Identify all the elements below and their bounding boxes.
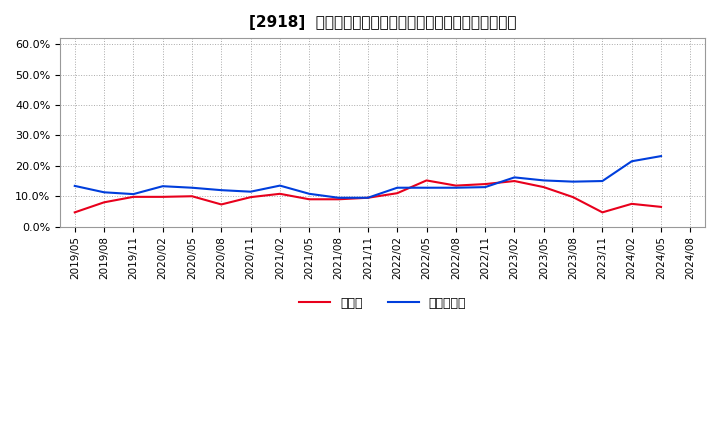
現預金	[569, 194, 577, 200]
有利子負債	[569, 179, 577, 184]
有利子負債	[217, 187, 225, 193]
現預金	[657, 204, 665, 209]
現預金	[334, 197, 343, 202]
現預金	[481, 181, 490, 187]
現預金	[451, 183, 460, 188]
現預金	[539, 184, 548, 190]
有利子負債	[334, 195, 343, 200]
現預金	[100, 200, 109, 205]
現預金	[627, 201, 636, 206]
Line: 現預金: 現預金	[75, 180, 661, 213]
現預金	[598, 210, 607, 215]
有利子負債	[422, 185, 431, 191]
現預金	[129, 194, 138, 199]
有利子負債	[598, 178, 607, 183]
現預金	[246, 194, 255, 200]
有利子負債	[188, 185, 197, 191]
有利子負債	[510, 175, 519, 180]
Legend: 現預金, 有利子負債: 現預金, 有利子負債	[294, 292, 472, 315]
有利子負債	[71, 183, 79, 189]
有利子負債	[364, 195, 372, 200]
有利子負債	[481, 184, 490, 190]
有利子負債	[158, 183, 167, 189]
有利子負債	[627, 159, 636, 164]
現預金	[393, 191, 402, 196]
現預金	[305, 197, 314, 202]
有利子負債	[276, 183, 284, 188]
現預金	[276, 191, 284, 196]
現預金	[71, 210, 79, 215]
有利子負債	[100, 190, 109, 195]
現預金	[510, 178, 519, 183]
有利子負債	[305, 191, 314, 196]
有利子負債	[539, 178, 548, 183]
現預金	[217, 202, 225, 207]
Title: [2918]  現預金、有利子負債の総資産に対する比率の推移: [2918] 現預金、有利子負債の総資産に対する比率の推移	[249, 15, 516, 30]
現預金	[364, 195, 372, 200]
有利子負債	[393, 185, 402, 191]
有利子負債	[129, 191, 138, 197]
現預金	[188, 194, 197, 199]
有利子負債	[451, 185, 460, 191]
現預金	[158, 194, 167, 199]
有利子負債	[246, 189, 255, 194]
現預金	[422, 178, 431, 183]
有利子負債	[657, 154, 665, 159]
Line: 有利子負債: 有利子負債	[75, 156, 661, 198]
